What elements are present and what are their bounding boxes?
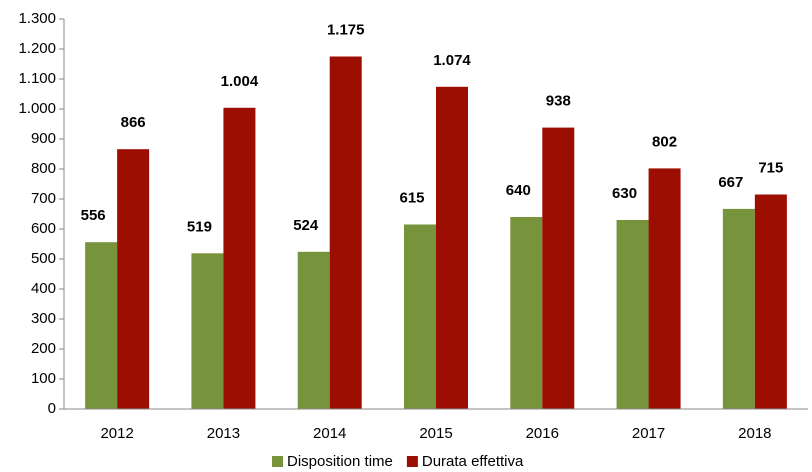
- value-label: 866: [121, 114, 146, 131]
- y-tick-label: 1.000: [18, 100, 56, 117]
- y-tick-label: 900: [31, 130, 56, 147]
- value-label: 630: [612, 185, 637, 202]
- value-label: 1.175: [327, 21, 365, 38]
- bar: [329, 56, 362, 409]
- y-tick-label: 700: [31, 190, 56, 207]
- legend-label: Disposition time: [287, 453, 393, 470]
- value-label: 938: [546, 93, 571, 110]
- y-tick-label: 0: [48, 400, 56, 417]
- y-tick-label: 400: [31, 280, 56, 297]
- value-label: 667: [718, 174, 743, 191]
- legend-swatch: [272, 456, 283, 467]
- value-label: 519: [187, 218, 212, 235]
- y-tick-label: 800: [31, 160, 56, 177]
- x-tick-label: 2012: [100, 425, 133, 442]
- bar: [85, 242, 118, 409]
- bar: [117, 149, 150, 409]
- bar: [436, 86, 468, 410]
- bar: [648, 168, 681, 409]
- y-tick-label: 1.200: [18, 40, 56, 57]
- bar: [297, 251, 330, 409]
- x-tick-label: 2013: [207, 425, 240, 442]
- y-tick-label: 600: [31, 220, 56, 237]
- y-tick-label: 1.100: [18, 70, 56, 87]
- bar: [404, 224, 436, 409]
- value-label: 1.004: [221, 73, 259, 90]
- y-tick-label: 500: [31, 250, 56, 267]
- x-tick-label: 2015: [419, 425, 452, 442]
- value-label: 1.074: [433, 52, 471, 69]
- bar: [722, 208, 755, 409]
- x-tick-label: 2017: [632, 425, 665, 442]
- value-label: 802: [652, 133, 677, 150]
- legend-label: Durata effettiva: [422, 453, 524, 470]
- bar: [616, 220, 649, 409]
- bar: [191, 253, 224, 409]
- x-tick-label: 2016: [526, 425, 559, 442]
- value-label: 715: [758, 159, 783, 176]
- y-tick-label: 200: [31, 340, 56, 357]
- y-tick-label: 100: [31, 370, 56, 387]
- value-label: 640: [506, 182, 531, 199]
- bar: [510, 217, 543, 409]
- bar: [754, 194, 787, 409]
- y-tick-label: 1.300: [18, 10, 56, 27]
- value-label: 556: [81, 207, 106, 224]
- value-label: 615: [399, 189, 424, 206]
- value-label: 524: [293, 217, 319, 234]
- x-tick-label: 2018: [738, 425, 771, 442]
- bar: [542, 127, 575, 409]
- legend-swatch: [406, 456, 418, 467]
- y-tick-label: 300: [31, 310, 56, 327]
- x-tick-label: 2014: [313, 425, 346, 442]
- bar: [223, 107, 256, 410]
